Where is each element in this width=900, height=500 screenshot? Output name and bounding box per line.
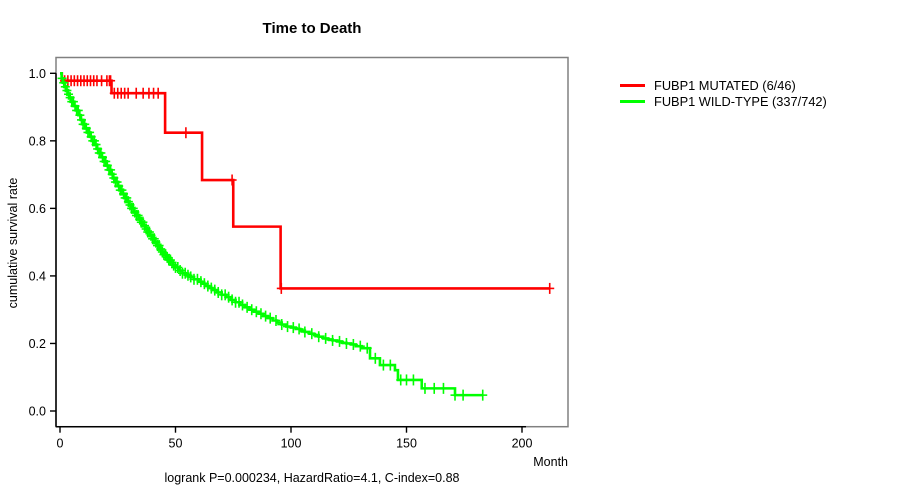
legend-label-wildtype: FUBP1 WILD-TYPE (337/742) bbox=[654, 94, 827, 109]
x-tick-label: 100 bbox=[281, 437, 302, 451]
mutated-survival-curve bbox=[60, 72, 550, 290]
legend-item-wildtype: FUBP1 WILD-TYPE (337/742) bbox=[620, 94, 827, 109]
mutated-line-swatch bbox=[620, 84, 645, 87]
y-tick-label: 0.2 bbox=[29, 337, 46, 351]
legend-label-mutated: FUBP1 MUTATED (6/46) bbox=[654, 78, 796, 93]
x-tick-label: 200 bbox=[512, 437, 533, 451]
wildtype-line-swatch bbox=[620, 100, 645, 103]
y-axis-label: cumulative survival rate bbox=[6, 177, 20, 309]
y-tick-label: 0.8 bbox=[29, 134, 46, 148]
y-tick-label: 1.0 bbox=[29, 67, 46, 81]
y-tick-label: 0.6 bbox=[29, 202, 46, 216]
x-tick-label: 50 bbox=[169, 437, 183, 451]
legend: FUBP1 MUTATED (6/46) FUBP1 WILD-TYPE (33… bbox=[620, 78, 827, 110]
x-tick-label: 150 bbox=[396, 437, 417, 451]
x-axis-label: Month bbox=[533, 455, 568, 469]
chart-title: Time to Death bbox=[262, 20, 362, 37]
y-tick-label: 0.4 bbox=[29, 269, 46, 283]
y-tick-label: 0.0 bbox=[29, 405, 46, 419]
legend-item-mutated: FUBP1 MUTATED (6/46) bbox=[620, 78, 827, 93]
wildtype-survival-curve bbox=[60, 72, 483, 397]
x-tick-label: 0 bbox=[57, 437, 64, 451]
stats-annotation: logrank P=0.000234, HazardRatio=4.1, C-i… bbox=[164, 471, 460, 485]
plot-frame bbox=[55, 56, 569, 428]
